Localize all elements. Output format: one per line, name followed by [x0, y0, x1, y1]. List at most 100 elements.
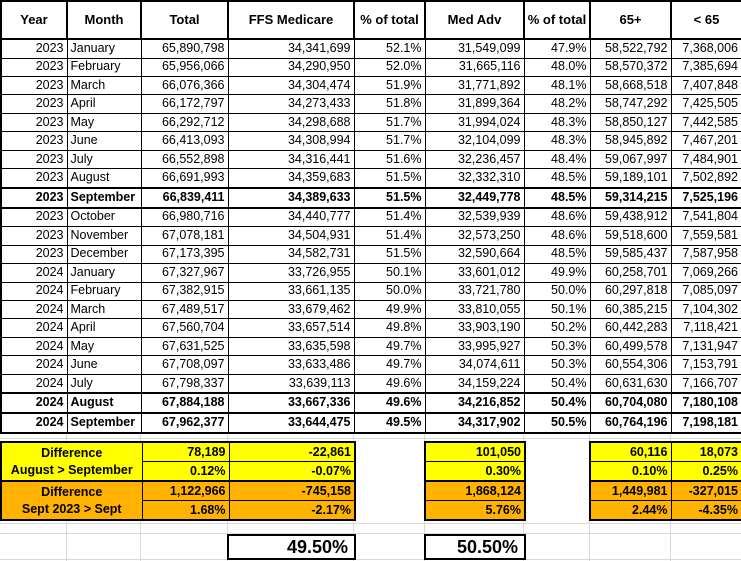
- cell[interactable]: 66,413,093: [140, 131, 229, 151]
- cell[interactable]: 7,484,901: [670, 149, 741, 170]
- cell[interactable]: 33,903,190: [424, 318, 525, 338]
- cell[interactable]: September: [66, 412, 142, 434]
- column-header[interactable]: 65+: [589, 0, 672, 40]
- cell[interactable]: 2023: [0, 94, 68, 114]
- cell[interactable]: 33,810,055: [424, 299, 525, 320]
- cell-diff-under65[interactable]: 18,073: [670, 441, 741, 462]
- cell[interactable]: 48.5%: [523, 186, 591, 209]
- cell[interactable]: January: [66, 38, 142, 59]
- cell[interactable]: 32,104,099: [424, 131, 525, 151]
- cell-diff-ffs[interactable]: -22,861: [228, 441, 356, 462]
- cell[interactable]: 34,582,731: [227, 244, 355, 265]
- cell[interactable]: 50.5%: [523, 412, 591, 434]
- cell[interactable]: 2023: [0, 38, 68, 59]
- cell[interactable]: 48.6%: [523, 207, 591, 228]
- cell[interactable]: 50.1%: [353, 263, 426, 283]
- cell[interactable]: 51.5%: [353, 186, 426, 209]
- cell[interactable]: 66,980,716: [140, 207, 229, 228]
- cell[interactable]: 2024: [0, 336, 68, 357]
- cell[interactable]: 33,633,486: [227, 355, 355, 375]
- cell[interactable]: June: [66, 355, 142, 375]
- cell[interactable]: 48.3%: [523, 112, 591, 133]
- cell[interactable]: 48.6%: [523, 226, 591, 246]
- cell[interactable]: 59,438,912: [589, 207, 672, 228]
- cell[interactable]: 50.2%: [523, 318, 591, 338]
- cell[interactable]: 48.4%: [523, 149, 591, 170]
- cell[interactable]: 58,747,292: [589, 94, 672, 114]
- cell[interactable]: 60,442,283: [589, 318, 672, 338]
- cell[interactable]: 32,236,457: [424, 149, 525, 170]
- cell-diffpct-total[interactable]: 0.12%: [141, 461, 230, 482]
- cell[interactable]: 33,679,462: [227, 299, 355, 320]
- cell[interactable]: 34,359,683: [227, 168, 355, 189]
- cell[interactable]: 32,573,250: [424, 226, 525, 246]
- cell[interactable]: 34,304,474: [227, 76, 355, 96]
- cell-yoypct-under65[interactable]: -4.35%: [670, 500, 741, 521]
- cell[interactable]: 33,721,780: [424, 281, 525, 301]
- cell-yoy-65plus[interactable]: 1,449,981: [589, 480, 672, 501]
- cell[interactable]: 31,994,024: [424, 112, 525, 133]
- cell[interactable]: 67,560,704: [140, 318, 229, 338]
- cell-diff-total[interactable]: 78,189: [141, 441, 230, 462]
- cell[interactable]: 33,726,955: [227, 263, 355, 283]
- cell[interactable]: June: [66, 131, 142, 151]
- cell[interactable]: 66,292,712: [140, 112, 229, 133]
- cell[interactable]: 32,332,310: [424, 168, 525, 189]
- cell[interactable]: 2024: [0, 355, 68, 375]
- cell[interactable]: May: [66, 336, 142, 357]
- column-header[interactable]: < 65: [670, 0, 741, 40]
- cell[interactable]: 7,525,196: [670, 186, 741, 209]
- cell[interactable]: 48.2%: [523, 94, 591, 114]
- column-header[interactable]: % of total: [353, 0, 426, 40]
- cell[interactable]: 2023: [0, 207, 68, 228]
- cell[interactable]: 32,449,778: [424, 186, 525, 209]
- cell[interactable]: 34,290,950: [227, 57, 355, 78]
- cell-yoypct-ffs[interactable]: -2.17%: [228, 500, 356, 521]
- cell[interactable]: 7,541,804: [670, 207, 741, 228]
- cell[interactable]: 66,839,411: [140, 186, 229, 209]
- cell[interactable]: 51.7%: [353, 112, 426, 133]
- cell[interactable]: 51.9%: [353, 76, 426, 96]
- cell[interactable]: 52.1%: [353, 38, 426, 59]
- cell[interactable]: January: [66, 263, 142, 283]
- cell[interactable]: 50.4%: [523, 392, 591, 415]
- cell[interactable]: 7,180,108: [670, 392, 741, 415]
- cell[interactable]: September: [66, 186, 142, 209]
- cell[interactable]: 49.5%: [353, 412, 426, 434]
- cell-yoypct-total[interactable]: 1.68%: [141, 500, 230, 521]
- cell[interactable]: August: [66, 392, 142, 415]
- cell[interactable]: 33,661,135: [227, 281, 355, 301]
- cell[interactable]: 67,489,517: [140, 299, 229, 320]
- cell[interactable]: 50.0%: [523, 281, 591, 301]
- cell[interactable]: 34,316,441: [227, 149, 355, 170]
- cell[interactable]: 2023: [0, 186, 68, 209]
- cell[interactable]: 48.5%: [523, 168, 591, 189]
- cell[interactable]: 66,076,366: [140, 76, 229, 96]
- cell[interactable]: April: [66, 318, 142, 338]
- cell[interactable]: 2024: [0, 392, 68, 415]
- cell-yoy-medadv[interactable]: 1,868,124: [424, 480, 526, 501]
- cell[interactable]: 67,962,377: [140, 412, 229, 434]
- cell[interactable]: 7,085,097: [670, 281, 741, 301]
- cell[interactable]: 7,104,302: [670, 299, 741, 320]
- cell[interactable]: 48.3%: [523, 131, 591, 151]
- cell[interactable]: 2023: [0, 57, 68, 78]
- cell[interactable]: 32,590,664: [424, 244, 525, 265]
- cell[interactable]: 49.8%: [353, 318, 426, 338]
- cell-yoy-total[interactable]: 1,122,966: [141, 480, 230, 501]
- cell-diff-medadv[interactable]: 101,050: [424, 441, 526, 462]
- cell[interactable]: March: [66, 299, 142, 320]
- cell[interactable]: 2023: [0, 76, 68, 96]
- cell[interactable]: 7,559,581: [670, 226, 741, 246]
- cell[interactable]: 48.0%: [523, 57, 591, 78]
- cell[interactable]: July: [66, 149, 142, 170]
- cell[interactable]: 32,539,939: [424, 207, 525, 228]
- cell[interactable]: 2023: [0, 112, 68, 133]
- cell[interactable]: 33,644,475: [227, 412, 355, 434]
- cell[interactable]: 7,587,958: [670, 244, 741, 265]
- cell[interactable]: 34,159,224: [424, 373, 525, 394]
- summary-label-aug-sep[interactable]: Difference August > September: [0, 441, 143, 482]
- cell[interactable]: July: [66, 373, 142, 394]
- cell[interactable]: 7,368,006: [670, 38, 741, 59]
- cell[interactable]: 65,890,798: [140, 38, 229, 59]
